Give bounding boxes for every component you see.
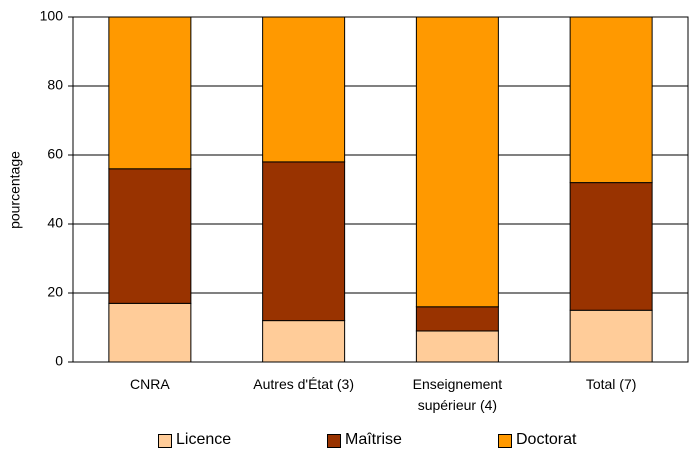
bar-segment — [108, 16, 192, 170]
bar-segment — [262, 320, 346, 363]
legend-swatch — [158, 434, 172, 448]
bar-segment — [569, 182, 653, 311]
bar-segment — [108, 168, 192, 304]
legend-swatch — [498, 434, 512, 448]
legend-label: Maîtrise — [345, 431, 402, 448]
y-tick-label: 20 — [47, 284, 63, 300]
bar-segment — [262, 16, 346, 163]
bar-segment — [415, 16, 499, 308]
y-tick-label: 40 — [47, 215, 63, 231]
y-tick-label: 60 — [47, 146, 63, 162]
legend-swatch — [327, 434, 341, 448]
x-tick-label: Total (7) — [585, 376, 637, 392]
y-tick-label: 80 — [47, 77, 63, 93]
x-tick-label: CNRA — [130, 376, 170, 392]
legend-label: Licence — [176, 431, 232, 448]
x-tick-label: Enseignement supérieur (4) — [412, 376, 503, 413]
bar-segment — [569, 309, 653, 363]
bar-segment — [262, 161, 346, 322]
y-axis-label: pourcentage — [7, 151, 23, 229]
bar-segment — [415, 330, 499, 363]
y-tick-label: 0 — [55, 353, 63, 369]
y-tick-label: 100 — [40, 8, 64, 24]
x-tick-label: Autres d'État (3) — [253, 376, 354, 392]
bar-segment — [415, 306, 499, 332]
bar-segment — [569, 16, 653, 184]
legend-label: Doctorat — [516, 431, 577, 448]
bar-segment — [108, 302, 192, 363]
plot-frame — [72, 16, 689, 363]
